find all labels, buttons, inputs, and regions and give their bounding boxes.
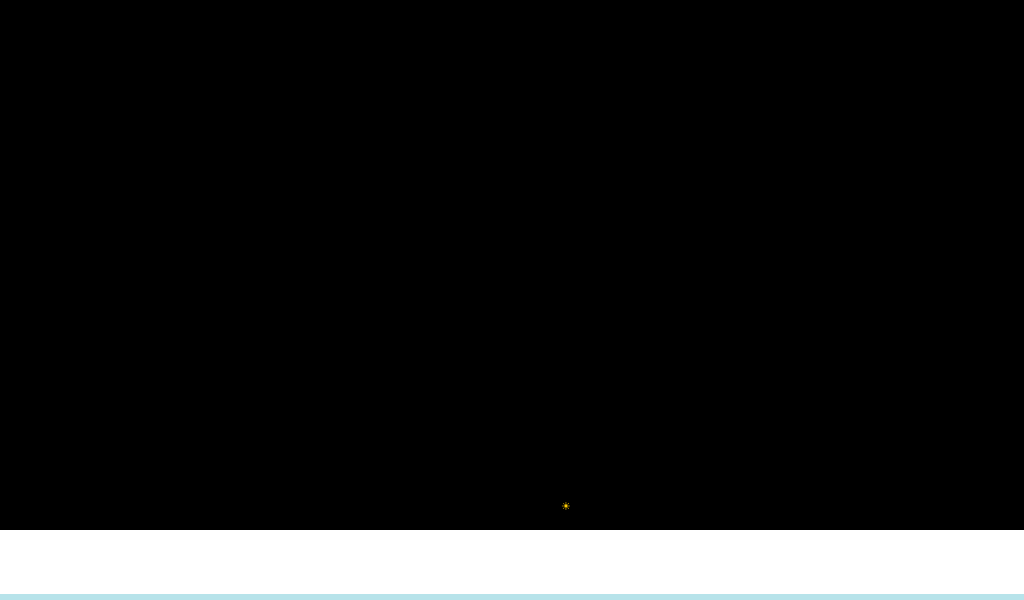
- bottom-strip: [0, 594, 1024, 600]
- sun-time-marker: ☀: [561, 501, 574, 513]
- sun-icon: ☀: [561, 501, 571, 513]
- summary-table: [0, 530, 1024, 594]
